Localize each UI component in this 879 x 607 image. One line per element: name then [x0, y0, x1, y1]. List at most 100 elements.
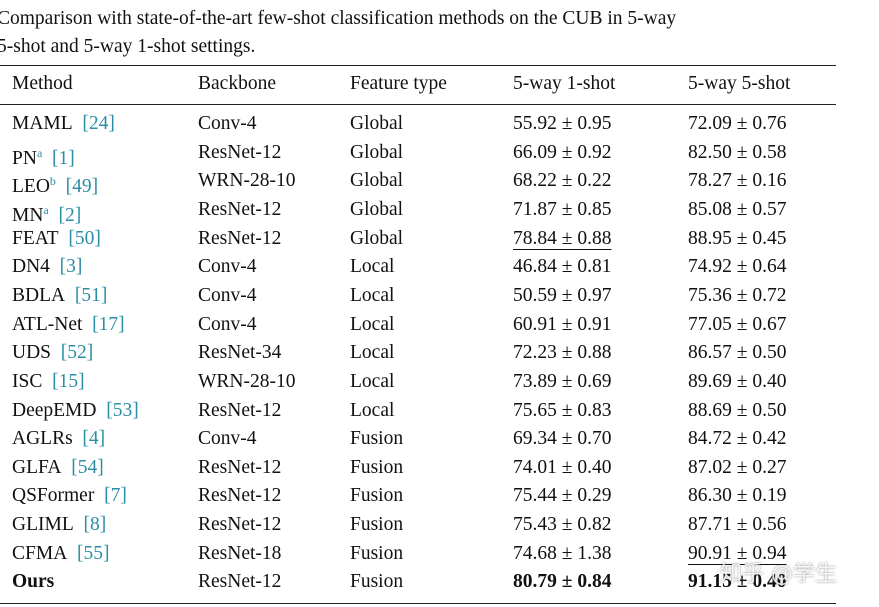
reference: [1] — [52, 147, 75, 169]
table-cell: 89.69 ± 0.40 — [688, 370, 787, 392]
method-name: DeepEMD — [12, 399, 97, 421]
reference: [50] — [68, 227, 101, 249]
table-cell: ResNet-12 — [198, 485, 282, 507]
reference: [49] — [65, 176, 99, 198]
reference: [55] — [77, 542, 110, 564]
method-name: MAML — [12, 113, 73, 134]
table-cell: Local — [350, 370, 395, 392]
method-cell: MNa [2] — [12, 198, 81, 228]
method-cell: LEOb [49] — [12, 169, 98, 199]
method-superscript: a — [36, 145, 43, 160]
table-cell: WRN-28-10 — [198, 370, 296, 392]
table-cell: Fusion — [350, 571, 404, 593]
table-cell: 74.01 ± 0.40 — [513, 456, 612, 478]
table-cell: ResNet-12 — [198, 514, 282, 536]
table-cell: Local — [350, 313, 395, 335]
table-cell: 87.02 ± 0.27 — [688, 456, 787, 478]
method-cell: FEAT [50] — [12, 227, 101, 251]
method-name: GLIML — [12, 514, 74, 536]
table-rule — [0, 65, 836, 66]
table-cell: 74.92 ± 0.64 — [688, 256, 787, 278]
column-header: 5-way 1-shot — [513, 73, 616, 94]
table-cell: 71.87 ± 0.85 — [513, 198, 612, 220]
method-cell: CFMA [55] — [12, 542, 110, 566]
reference: [17] — [92, 313, 125, 335]
table-cell: 50.59 ± 0.97 — [513, 284, 612, 306]
table-cell: 90.91 ± 0.94 — [688, 542, 787, 564]
reference: [8] — [83, 514, 107, 536]
method-cell: PNa [1] — [12, 141, 75, 171]
table-cell: Local — [350, 399, 395, 421]
method-name: BDLA — [12, 284, 66, 306]
table-cell: 91.15 ± 0.40 — [688, 571, 787, 593]
table-cell: Conv-4 — [198, 256, 257, 278]
method-name: GLFA — [12, 456, 62, 478]
table-rule — [0, 603, 836, 604]
table-cell: 60.91 ± 0.91 — [513, 313, 612, 335]
method-name: CFMA — [12, 542, 68, 564]
method-cell: BDLA [51] — [12, 284, 107, 308]
caption-line: Comparison with state-of-the-art few-sho… — [0, 8, 677, 29]
reference: [54] — [71, 456, 104, 478]
table-cell: Local — [350, 256, 395, 278]
table-cell: 55.92 ± 0.95 — [513, 113, 612, 134]
table-cell: ResNet-12 — [198, 198, 282, 220]
table-cell: 75.43 ± 0.82 — [513, 514, 612, 536]
column-header: Backbone — [198, 73, 276, 94]
method-name: LEO — [12, 176, 50, 198]
table-cell: 87.71 ± 0.56 — [688, 514, 787, 536]
table-cell: ResNet-12 — [198, 571, 282, 593]
reference: [4] — [82, 428, 106, 450]
table-cell: ResNet-12 — [198, 227, 282, 249]
table-cell: ResNet-18 — [198, 542, 282, 564]
method-cell: ISC [15] — [12, 370, 85, 394]
table-cell: 68.22 ± 0.22 — [513, 170, 612, 192]
method-cell: MAML [24] — [12, 112, 115, 136]
table-cell: Global — [350, 113, 404, 134]
table-cell: 80.79 ± 0.84 — [513, 571, 612, 593]
table-cell: 86.30 ± 0.19 — [688, 485, 787, 507]
table-cell: ResNet-12 — [198, 399, 282, 421]
table-cell: Conv-4 — [198, 428, 257, 450]
table-cell: 75.36 ± 0.72 — [688, 284, 787, 306]
reference: [53] — [106, 399, 139, 421]
table-cell: 84.72 ± 0.42 — [688, 428, 787, 450]
method-cell: QSFormer [7] — [12, 484, 127, 508]
reference: [3] — [59, 256, 83, 278]
table-cell: 86.57 ± 0.50 — [688, 342, 787, 364]
reference: [52] — [60, 342, 94, 364]
method-cell: ATL-Net [17] — [12, 313, 125, 337]
table-cell: 78.27 ± 0.16 — [688, 170, 787, 192]
table-cell: Fusion — [350, 456, 404, 478]
method-name: ATL-Net — [12, 313, 83, 335]
table-cell: 75.44 ± 0.29 — [513, 485, 612, 507]
table-cell: 46.84 ± 0.81 — [513, 256, 612, 278]
table-cell: 82.50 ± 0.58 — [688, 141, 787, 163]
table-cell: Global — [350, 170, 404, 192]
method-name: DN4 — [12, 256, 50, 278]
method-cell: DN4 [3] — [12, 255, 82, 279]
reference: [2] — [58, 204, 82, 226]
column-header: Method — [12, 73, 73, 94]
column-header: 5-way 5-shot — [688, 73, 791, 94]
table-cell: 66.09 ± 0.92 — [513, 141, 612, 163]
table-cell: 69.34 ± 0.70 — [513, 428, 612, 450]
method-cell: GLIML [8] — [12, 513, 106, 537]
table-cell: Fusion — [350, 428, 404, 450]
table-cell: Local — [350, 284, 395, 306]
method-cell: AGLRs [4] — [12, 427, 105, 451]
column-header: Feature type — [350, 73, 447, 94]
table-cell: Fusion — [350, 485, 404, 507]
table-cell: Global — [350, 227, 404, 249]
method-superscript: b — [49, 174, 56, 189]
table-cell: 88.95 ± 0.45 — [688, 227, 787, 249]
method-cell: DeepEMD [53] — [12, 399, 139, 423]
reference: [24] — [82, 113, 115, 134]
table-cell: Conv-4 — [198, 113, 257, 134]
reference: [51] — [74, 284, 108, 306]
method-name: Ours — [12, 571, 55, 593]
table-cell: 72.23 ± 0.88 — [513, 342, 612, 364]
watermark: 知乎 @学生 — [720, 562, 837, 587]
method-name: AGLRs — [12, 428, 73, 450]
table-cell: Local — [350, 342, 395, 364]
